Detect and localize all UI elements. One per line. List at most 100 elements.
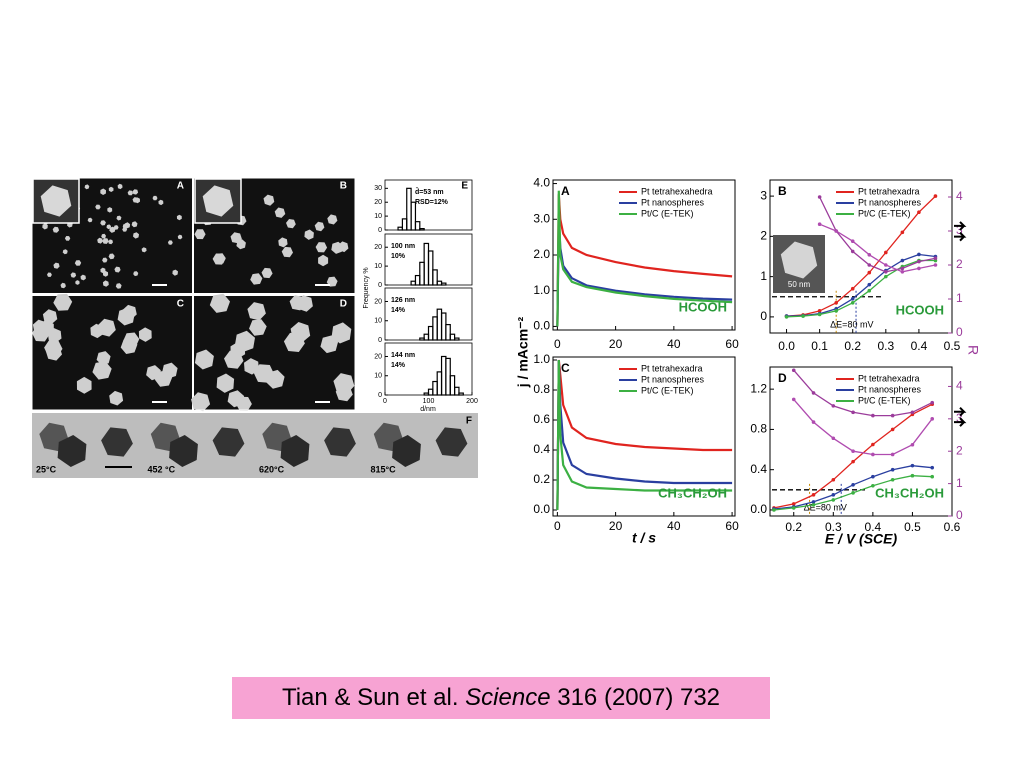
point	[811, 493, 816, 497]
hist-bar	[427, 325, 434, 341]
hist-bar	[436, 371, 443, 396]
hist-bar	[449, 375, 456, 396]
hist-bar	[423, 333, 430, 341]
point	[811, 391, 816, 395]
inset-particle	[780, 241, 818, 279]
point	[933, 256, 938, 261]
x-tick-label: 0	[554, 519, 561, 533]
point	[933, 263, 938, 267]
hist-bar	[406, 187, 412, 231]
particle	[314, 221, 325, 232]
point	[884, 250, 888, 255]
legend-label: Pt/C (E-TEK)	[858, 395, 911, 405]
particle	[261, 267, 273, 279]
point	[851, 491, 855, 495]
citation: Tian & Sun et al. Science 316 (2007) 732	[232, 677, 770, 719]
point	[817, 195, 822, 199]
arrow	[954, 406, 967, 417]
point	[791, 368, 796, 373]
plot-frame	[769, 179, 953, 334]
series-line	[819, 196, 936, 273]
x-tick-label: 200	[466, 398, 478, 405]
particle	[92, 361, 112, 380]
y-tick-label: 0	[378, 392, 382, 399]
hist-bar	[432, 269, 438, 286]
particle	[216, 373, 235, 393]
hist-bar	[419, 337, 425, 341]
point	[772, 508, 776, 512]
hist-note: 10%	[391, 253, 406, 260]
y-tick-label: 0.8	[750, 422, 767, 436]
particle	[100, 188, 106, 195]
point	[917, 259, 921, 264]
point	[867, 288, 872, 293]
point	[831, 493, 836, 497]
point	[917, 210, 921, 215]
point	[890, 427, 895, 432]
y-tick-label: 4.0	[533, 176, 550, 190]
particle	[52, 226, 60, 233]
particle	[127, 190, 134, 196]
point	[900, 270, 905, 274]
tem-particle	[169, 435, 198, 467]
x-axis-label: E / V (SCE)	[825, 531, 898, 547]
particle	[102, 270, 109, 277]
point	[784, 315, 789, 319]
particle	[244, 358, 259, 375]
point	[867, 282, 872, 287]
hist-bar	[454, 337, 460, 341]
sem-image	[194, 296, 355, 410]
point	[831, 477, 836, 482]
particle	[327, 214, 338, 225]
series-line	[786, 259, 936, 318]
point	[850, 301, 855, 305]
particle	[281, 246, 293, 258]
legend-label: Pt nanospheres	[641, 374, 705, 384]
point	[851, 459, 855, 464]
y-tick-label: 20	[374, 353, 382, 360]
particle	[97, 237, 103, 244]
panel-label: D	[778, 371, 787, 385]
x-tick-label: 0	[383, 398, 387, 405]
point	[801, 314, 805, 318]
point	[890, 467, 895, 472]
hist-bar	[445, 357, 451, 396]
point	[831, 404, 836, 408]
particle	[250, 273, 263, 285]
hist-note: RSD=12%	[415, 199, 449, 206]
x-tick-label: 0.2	[844, 339, 861, 353]
particle	[331, 322, 352, 344]
panel-label: E	[461, 181, 468, 192]
point	[791, 506, 796, 510]
x-tick-label: 20	[609, 337, 623, 351]
legend-label: Pt tetrahexadra	[641, 363, 703, 373]
point	[884, 274, 888, 279]
y-tick-label: 2	[760, 229, 767, 243]
particle	[108, 253, 115, 260]
hist-bar	[401, 218, 408, 231]
hist-note: 126 nm	[391, 297, 415, 304]
particle	[117, 183, 123, 190]
inset-particle	[40, 185, 72, 217]
panel-label: A	[561, 184, 570, 198]
particle	[265, 369, 285, 389]
particle	[100, 220, 106, 226]
hist-bar	[410, 280, 417, 286]
particle	[60, 282, 66, 289]
point	[930, 474, 935, 479]
particle	[132, 189, 139, 195]
point	[930, 465, 935, 470]
legend-label: Pt tetrahexadra	[858, 373, 920, 383]
y-tick-label: 3.0	[533, 211, 550, 225]
particle	[318, 254, 329, 267]
particle	[304, 229, 314, 240]
particle	[247, 302, 266, 321]
point	[930, 417, 935, 421]
hist-bar	[423, 392, 430, 396]
particle	[230, 232, 242, 244]
details: 316 (2007) 732	[557, 684, 721, 711]
particle	[315, 242, 328, 253]
particle	[108, 186, 114, 192]
hist-note: 100 nm	[391, 243, 415, 250]
particle	[138, 327, 152, 342]
